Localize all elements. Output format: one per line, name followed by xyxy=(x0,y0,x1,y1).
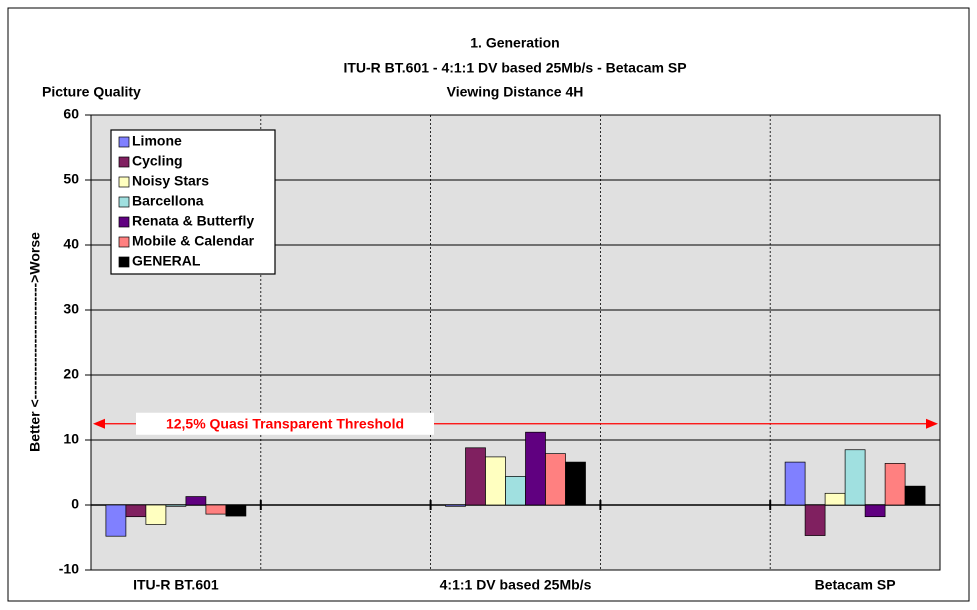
bar xyxy=(105,504,127,537)
x-tick-label: ITU-R BT.601 xyxy=(133,577,219,593)
bar xyxy=(145,504,167,525)
chart-title: 1. Generation xyxy=(470,35,559,51)
bar xyxy=(545,453,566,506)
chart-subtitle: Viewing Distance 4H xyxy=(447,84,584,100)
x-tick-label: 4:1:1 DV based 25Mb/s xyxy=(440,577,592,593)
legend-label: Noisy Stars xyxy=(132,173,209,189)
threshold-arrow xyxy=(926,418,938,429)
legend-swatch xyxy=(118,236,130,248)
threshold-label-bg xyxy=(136,412,434,435)
legend-label: GENERAL xyxy=(132,253,201,269)
legend-label: Renata & Butterfly xyxy=(132,213,254,229)
bar xyxy=(225,504,247,517)
bar xyxy=(525,431,546,506)
bar xyxy=(125,504,147,518)
y-tick-label: 40 xyxy=(63,236,79,252)
legend-swatch xyxy=(118,256,130,268)
chart-subtitle: ITU-R BT.601 - 4:1:1 DV based 25Mb/s - B… xyxy=(343,60,686,76)
y-axis-label: Better <------------------------->Worse xyxy=(27,232,43,452)
bar xyxy=(445,504,466,507)
bar xyxy=(205,504,227,515)
legend-swatch xyxy=(118,176,130,188)
bar xyxy=(485,456,506,506)
bar xyxy=(165,504,187,507)
bar xyxy=(185,496,207,506)
y-tick-label: 10 xyxy=(63,431,79,447)
legend-swatch xyxy=(118,136,130,148)
bar xyxy=(804,504,826,536)
bar xyxy=(864,504,886,518)
bar xyxy=(844,449,866,506)
legend-label: Cycling xyxy=(132,153,183,169)
bar xyxy=(904,485,926,506)
corner-label: Picture Quality xyxy=(42,84,141,100)
bar xyxy=(505,476,526,506)
y-tick-label: 60 xyxy=(63,106,79,122)
legend-label: Mobile & Calendar xyxy=(132,233,255,249)
y-tick-label: 0 xyxy=(71,496,79,512)
legend-box xyxy=(110,129,276,275)
bar xyxy=(465,447,486,506)
legend-label: Barcellona xyxy=(132,193,204,209)
x-tick-label: Betacam SP xyxy=(815,577,896,593)
legend-swatch xyxy=(118,156,130,168)
bar xyxy=(884,463,906,506)
legend-label: Limone xyxy=(132,133,182,149)
bar xyxy=(824,492,846,506)
y-tick-label: 30 xyxy=(63,301,79,317)
y-tick-label: 20 xyxy=(63,366,79,382)
y-tick-label: 50 xyxy=(63,171,79,187)
bar xyxy=(784,461,806,506)
bar xyxy=(565,461,586,506)
legend-swatch xyxy=(118,216,130,228)
threshold-label: 12,5% Quasi Transparent Threshold xyxy=(166,415,404,431)
legend-swatch xyxy=(118,196,130,208)
y-tick-label: -10 xyxy=(59,561,79,577)
threshold-arrow xyxy=(93,418,105,429)
